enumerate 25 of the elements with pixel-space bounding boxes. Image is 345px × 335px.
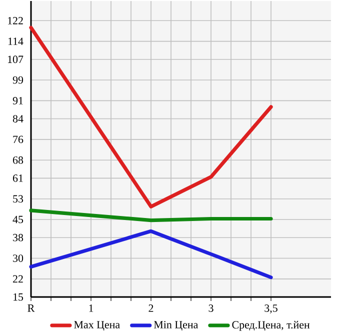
line-series [29,229,273,280]
line-series [29,26,273,208]
y-tick-label: 114 [8,38,24,45]
y-tick-label: 84 [12,115,24,122]
x-tick-label: 3,5 [264,304,278,314]
y-tick-label: 53 [13,195,24,203]
y-tick-label: 122 [8,17,23,24]
y-tick-label: 68 [12,156,24,164]
y-tick-label: 45 [12,216,24,224]
x-tick-label: R [28,304,35,312]
y-tick-label: 99 [12,76,24,84]
y-tick-label: 76 [13,136,24,144]
y-tick-label: 15 [13,293,24,301]
legend-label: Сред.Цена, т.йен [232,320,310,331]
y-tick-label: 38 [13,234,24,242]
x-tick-label: 3 [208,304,214,312]
x-tick-label: 1 [89,304,94,312]
legend-label: Min Цена [154,321,198,331]
y-tick-label: 91 [12,97,23,104]
y-tick-label: 30 [13,254,24,262]
y-tick-label: 107 [8,56,24,64]
legend-label: Max Цена [74,321,120,331]
y-tick-label: 61 [12,174,23,182]
y-tick-label: 22 [13,275,23,283]
x-tick-label: 2 [148,304,154,312]
